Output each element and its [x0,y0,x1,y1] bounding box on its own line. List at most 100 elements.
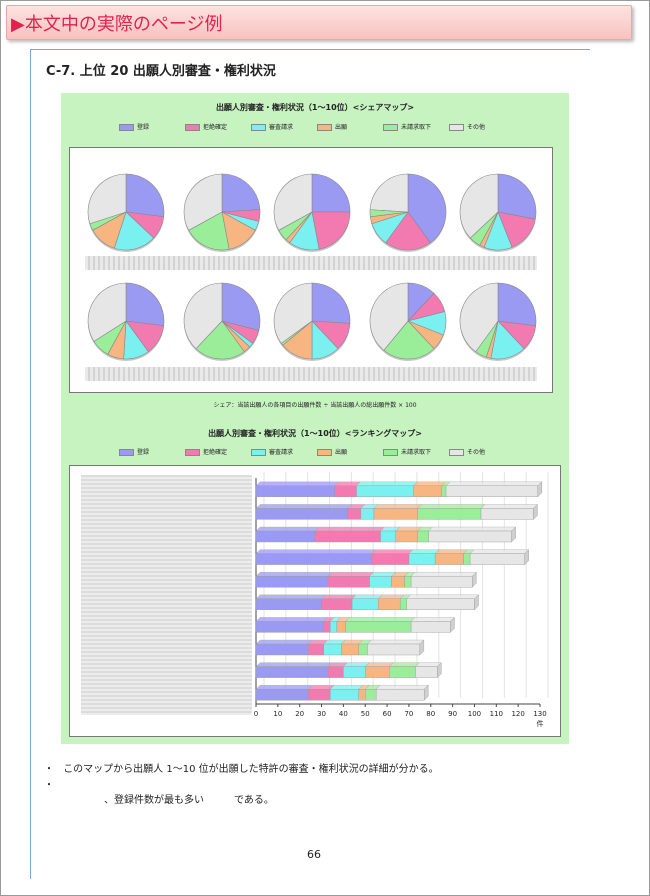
bullet-2-mark: ・ [44,780,54,791]
bar-segment [434,553,464,565]
pie-slice [311,173,351,213]
x-tick-label: 100 [468,710,481,718]
bar-segment-top [255,684,313,690]
pie-slice [125,173,165,218]
pie-chart [183,282,261,361]
legend-swatch [251,449,266,456]
pie-slice [407,173,447,244]
pie-chart [459,173,537,252]
bar-segment [445,485,539,497]
legend-swatch [383,124,398,131]
bar-segment [341,643,359,656]
pie-caption-band-row1 [85,256,537,270]
pie-slice [273,173,313,231]
bar-end-face [419,639,425,656]
bar-segment [255,575,329,588]
pie-slice [311,282,351,324]
x-tick-label: 110 [490,710,503,718]
bar-segment [323,621,331,633]
bar-segment [417,508,482,520]
legend-label: 未請求取下 [401,124,432,131]
bar-segment [255,688,309,701]
bar-segment-top [408,549,440,554]
bar-segment-top [342,662,370,667]
x-tick-label: 10 [273,710,282,718]
share-map-title: 出願人別審査・権利状況（1～10位）<シェアマップ> [215,103,415,112]
bar-segment [255,553,372,565]
bar-segment [391,575,405,588]
bar-segment [378,598,401,611]
bar-segment-top [428,526,517,532]
legend-label: 審査請求 [269,449,294,456]
bar-segment-top [410,617,455,622]
bar-segment-top [434,549,469,554]
legend-swatch [185,449,200,456]
bar-end-face [537,481,543,498]
bar-segment [413,485,442,497]
header-rule [30,49,590,50]
pie-slice [125,282,165,327]
ranking-map-plot: 0 10 20 30 40 50 60 70 80 90 100 110 120 130 件 [69,465,561,737]
legend-swatch [251,124,266,131]
bar-end-face [533,503,538,520]
x-unit-label: 件 [537,719,544,728]
bar-segment [463,553,471,565]
legend-swatch [317,124,332,131]
bullet-2-text: 、登録件数が最も多い である。 [104,795,274,806]
pie-chart [273,282,351,361]
bar-segment-top [255,571,333,577]
bar-segment-top [356,481,418,486]
pie-slice [497,282,537,327]
legend-label: 拒絶確定 [203,449,228,456]
bar-segment [417,530,429,543]
x-tick-label: 40 [339,710,348,718]
bar-segment [406,598,475,611]
bar-segment-top [445,481,543,486]
pie-slice [87,173,127,225]
bar-segment-top [388,662,420,667]
bar-segment-top [255,526,320,532]
bar-segment [365,688,377,701]
bar-segment [371,553,410,565]
bar-segment [334,485,357,497]
bar-end-face [472,571,477,588]
bar-end-face [450,616,455,633]
legend-swatch [185,124,200,131]
bar-segment-top [480,504,538,509]
bar-end-face [511,526,516,543]
legend-swatch [317,449,332,456]
bar-segment [343,666,366,678]
bar-segment [255,643,309,656]
x-tick-label: 60 [383,710,392,718]
pie-slice [221,173,261,213]
bar-segment [321,598,353,611]
legend-label: 拒絶確定 [203,124,228,131]
pie-chart [459,282,537,361]
legend-swatch [449,449,464,456]
bar-segment-top [364,662,394,667]
bar-segment [255,621,324,633]
bar-segment-top [351,594,383,600]
bar-segment-top [369,571,396,577]
bar-segment-top [314,526,386,532]
bar-segment-top [255,662,333,667]
bar-segment-top [255,617,329,622]
bar-segment [356,485,414,497]
bar-segment-top [329,684,364,690]
bar-segment-top [255,594,327,600]
legend-label: 出願 [335,449,348,456]
legend-label: 出願 [335,124,348,131]
bar-segment [336,621,346,633]
pie-slice [497,173,537,220]
bar-segment-top [255,639,313,645]
x-tick-label: 20 [295,710,304,718]
bullet-1-text: このマップから出願人 1～10 位が出願した特許の審査・権利状況の詳細が分かる。 [63,764,439,775]
margin-rule [30,49,31,879]
x-tick-label: 120 [511,710,524,718]
bar-segment [358,643,368,656]
legend-label: その他 [467,124,486,131]
bar-segment-top [375,684,429,690]
bar-segment-top [373,504,423,509]
legend-swatch [119,124,134,131]
bar-segment [330,621,338,633]
